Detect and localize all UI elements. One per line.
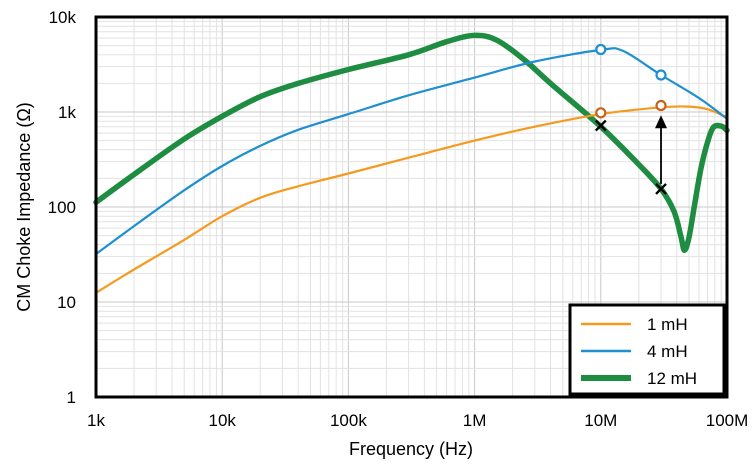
annotation-arrow-head [655, 115, 668, 129]
marker-layer [594, 43, 668, 195]
x-axis-label: Frequency (Hz) [349, 439, 473, 459]
series-line-4mh [94, 47, 729, 256]
x-tick-labels: 1k 10k 100k 1M 10M 100M [87, 411, 748, 430]
plot-frame [94, 15, 729, 399]
data-point-cross [594, 119, 607, 132]
x-tick-label: 10M [584, 411, 617, 430]
y-tick-label: 100 [48, 198, 76, 217]
series-line-12mh [93, 32, 730, 254]
x-tick-label: 1k [87, 411, 105, 430]
y-tick-label: 10k [49, 8, 77, 27]
x-tick-label: 100M [706, 411, 749, 430]
legend-label-12mh: 12 mH [647, 369, 697, 388]
y-tick-label: 1k [58, 103, 76, 122]
data-point-circle [595, 107, 607, 119]
data-point-cross [655, 183, 667, 195]
x-tick-label: 10k [208, 411, 236, 430]
y-tick-label: 1 [67, 388, 76, 407]
legend: 1 mH 4 mH 12 mH [568, 303, 726, 396]
series-line-1mh [94, 105, 729, 294]
data-point-circle [595, 43, 607, 56]
data-point-circle [655, 69, 667, 81]
y-tick-label: 10 [57, 293, 76, 312]
series-layer [93, 32, 730, 294]
y-axis-label: CM Choke Impedance (Ω) [14, 102, 34, 312]
y-tick-labels: 1 10 100 1k 10k [48, 8, 77, 407]
legend-label-4mh: 4 mH [647, 342, 688, 361]
data-point-circle [655, 99, 667, 112]
x-tick-label: 100k [330, 411, 367, 430]
x-tick-label: 1M [463, 411, 487, 430]
legend-label-1mh: 1 mH [647, 315, 688, 334]
